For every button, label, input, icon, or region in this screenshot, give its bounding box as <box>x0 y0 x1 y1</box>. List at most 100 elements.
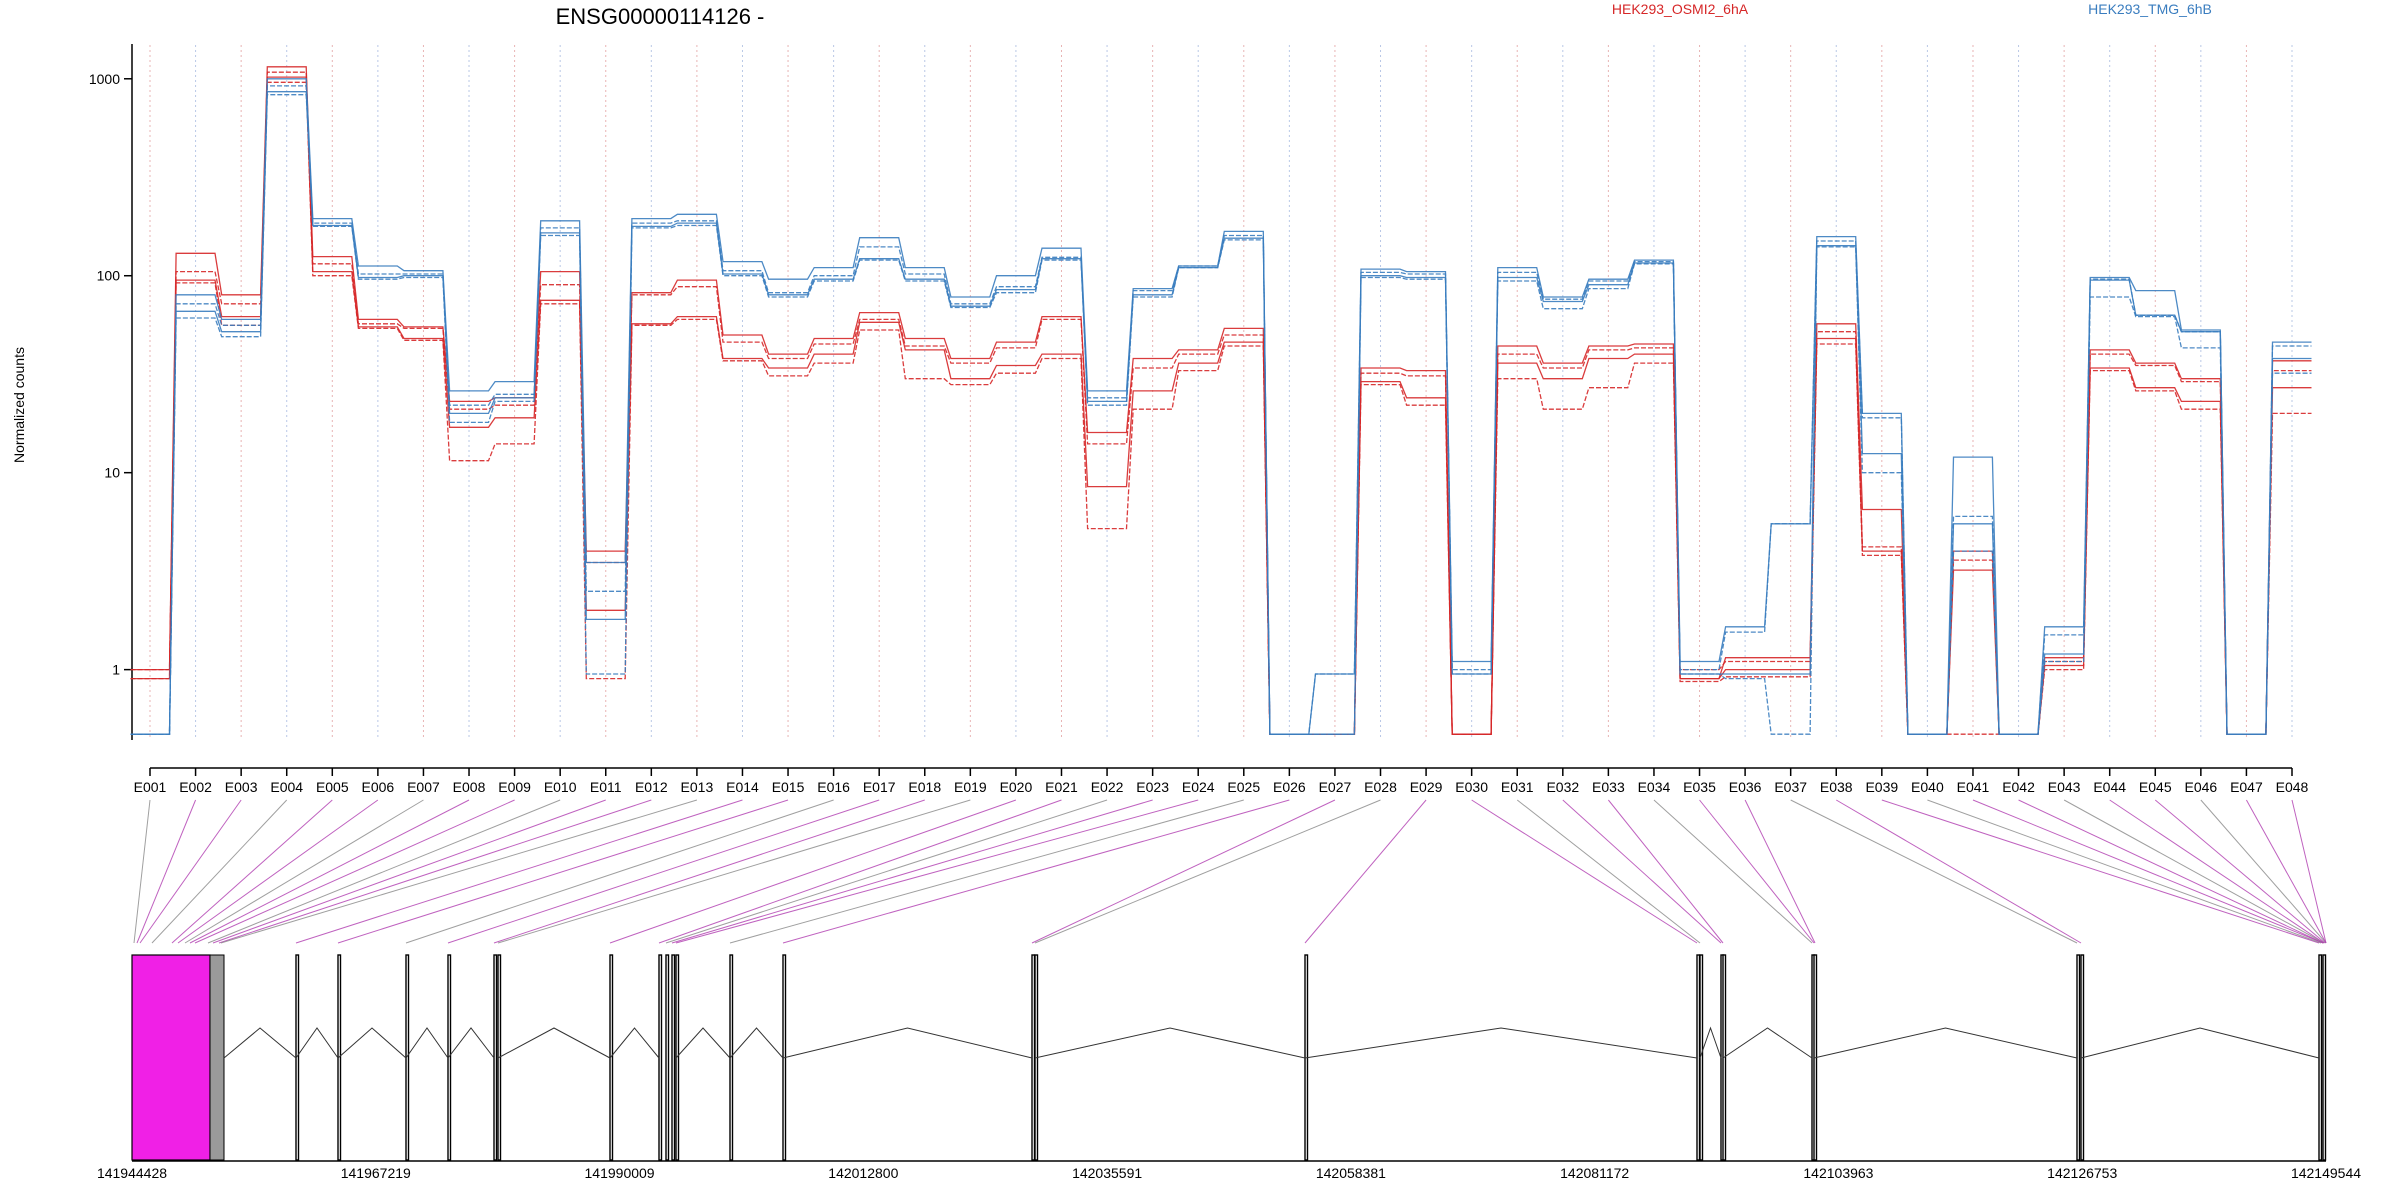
exon-connector <box>1031 799 1336 944</box>
x-tick-label: E042 <box>2002 779 2035 795</box>
y-tick-label: 1 <box>112 662 120 678</box>
genomic-coordinate-axis: 141944428 141967219 141990009 142012800 1420… <box>97 1160 2361 1181</box>
intron-line <box>405 1027 449 1059</box>
x-axis: E001 E002 E003 E004 E005 E006 E007 E008 E009 E010… <box>134 767 2309 795</box>
intron-line <box>295 1027 339 1059</box>
exon-connector <box>133 799 151 944</box>
x-tick-label: E040 <box>1911 779 1944 795</box>
exon-block <box>493 954 498 1161</box>
exon-connector <box>497 799 971 944</box>
exon-connector <box>1836 799 2082 944</box>
exon-block <box>2076 954 2081 1161</box>
intron-line <box>1699 1026 1722 1059</box>
exon-connector <box>665 799 1108 944</box>
x-tick-label: E026 <box>1273 779 1306 795</box>
exon-connector <box>1471 799 1698 944</box>
exon-connector <box>675 799 1199 944</box>
exon-block <box>2322 954 2327 1161</box>
series-line <box>130 71 2312 735</box>
x-tick-label: E024 <box>1182 779 1215 795</box>
x-tick-label: E030 <box>1455 779 1488 795</box>
x-tick-label: E029 <box>1410 779 1443 795</box>
series-line <box>130 66 2312 735</box>
intron-line <box>497 1027 611 1059</box>
exon-connector <box>447 799 880 944</box>
x-tick-label: E010 <box>544 779 577 795</box>
exon-block <box>2318 954 2323 1161</box>
exon-connector <box>2291 799 2327 944</box>
x-tick-label: E034 <box>1638 779 1671 795</box>
x-tick-label: E013 <box>681 779 714 795</box>
coord-tick-label: 142149544 <box>2291 1165 2361 1181</box>
coord-tick-label: 142103963 <box>1803 1165 1873 1181</box>
coord-tick-label: 141990009 <box>585 1165 655 1181</box>
x-tick-label: E009 <box>498 779 531 795</box>
x-tick-label: E020 <box>1000 779 1033 795</box>
intron-line <box>2080 1027 2320 1059</box>
exon-connector <box>658 799 1062 944</box>
exon-connector <box>2245 799 2327 944</box>
exon-gridlines <box>149 45 2293 740</box>
x-tick-label: E047 <box>2230 779 2263 795</box>
exon-block <box>1031 954 1036 1161</box>
exon-connector <box>171 799 333 944</box>
exon-connector <box>729 799 1244 944</box>
y-axis-label: Normalized counts <box>11 347 27 463</box>
x-tick-label: E001 <box>134 779 167 795</box>
intron-line <box>337 1027 407 1059</box>
coord-tick-label: 142012800 <box>828 1165 898 1181</box>
intron-line <box>1813 1027 2078 1059</box>
legend-label-osmi2: HEK293_OSMI2_6hA <box>1612 1 1749 17</box>
first-exon-block <box>131 954 211 1161</box>
exon-block <box>658 954 663 1161</box>
exon-connector <box>1699 799 1815 944</box>
exon-connector <box>1972 799 2324 944</box>
exon-connector <box>2063 799 2325 944</box>
exon-connector <box>136 799 197 944</box>
x-tick-label: E003 <box>225 779 258 795</box>
x-tick-label: E039 <box>1865 779 1898 795</box>
x-tick-label: E021 <box>1045 779 1078 795</box>
coord-tick-label: 142058381 <box>1316 1165 1386 1181</box>
x-tick-label: E033 <box>1592 779 1625 795</box>
x-tick-label: E028 <box>1364 779 1397 795</box>
x-tick-label: E035 <box>1683 779 1716 795</box>
exon-connector <box>139 799 242 944</box>
x-tick-label: E022 <box>1091 779 1124 795</box>
exon-connector <box>1653 799 1813 944</box>
exon-connector <box>207 799 561 944</box>
x-tick-label: E019 <box>954 779 987 795</box>
exon-connector <box>2200 799 2327 944</box>
x-tick-label: E025 <box>1227 779 1260 795</box>
exon-connector <box>177 799 379 944</box>
x-tick-label: E036 <box>1729 779 1762 795</box>
gene-model-track <box>131 954 2327 1161</box>
exon-connector <box>609 799 1017 944</box>
exon-connector <box>151 799 288 944</box>
intron-line <box>729 1027 784 1059</box>
x-tick-label: E016 <box>817 779 850 795</box>
intron-line <box>782 1027 1033 1059</box>
exon-block <box>1696 954 1701 1161</box>
coord-tick-label: 141967219 <box>341 1165 411 1181</box>
x-tick-label: E007 <box>407 779 440 795</box>
exon-connector <box>1790 799 2078 944</box>
x-tick-label: E037 <box>1774 779 1807 795</box>
x-tick-label: E027 <box>1319 779 1352 795</box>
series-line <box>130 91 2312 735</box>
x-tick-label: E006 <box>362 779 395 795</box>
y-tick-label: 10 <box>104 465 120 481</box>
exon-connector <box>184 799 424 944</box>
x-tick-label: E005 <box>316 779 349 795</box>
x-tick-label: E004 <box>270 779 303 795</box>
y-tick-label: 1000 <box>89 71 120 87</box>
x-tick-label: E012 <box>635 779 668 795</box>
exon-connector <box>337 799 789 944</box>
intron-line <box>675 1027 731 1059</box>
series-line <box>130 78 2312 735</box>
x-tick-label: E008 <box>453 779 486 795</box>
intron-line <box>447 1027 495 1059</box>
x-tick-label: E044 <box>2093 779 2126 795</box>
exon-connector <box>493 799 925 944</box>
